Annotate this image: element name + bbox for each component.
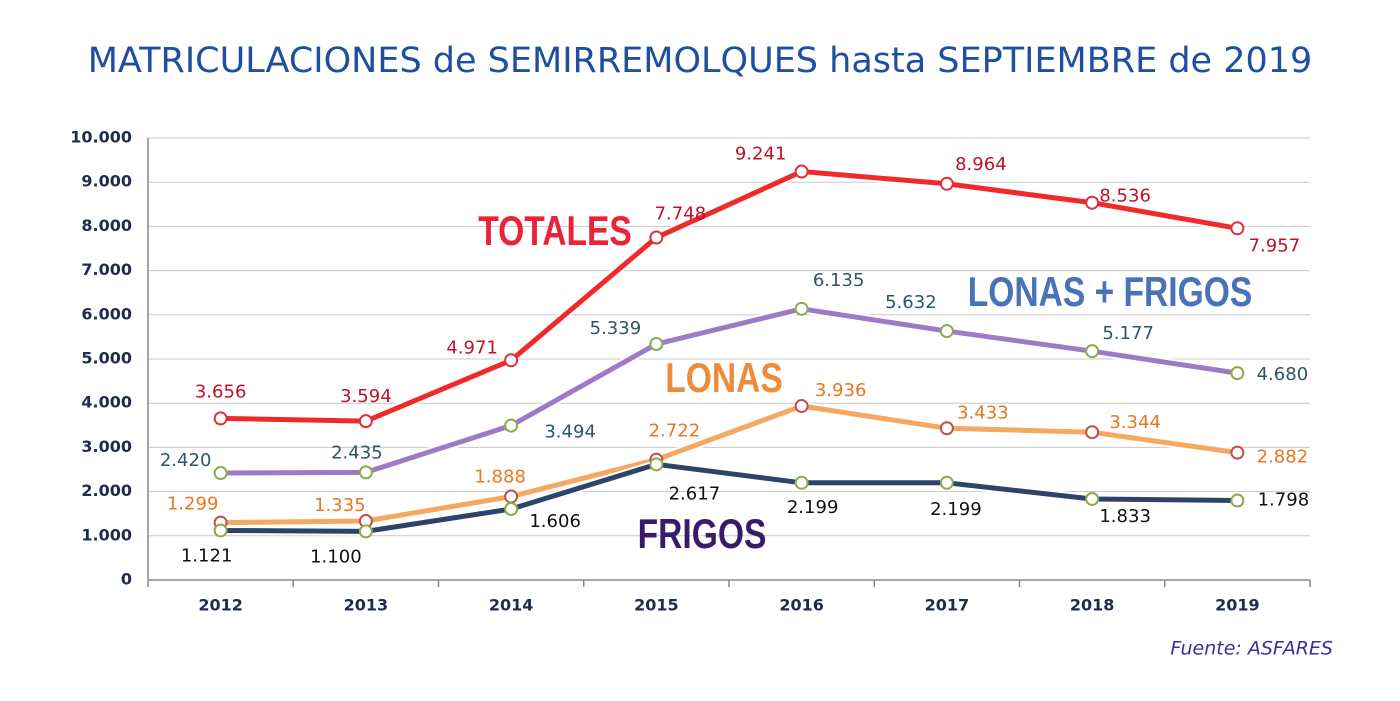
value-label: 1.833 bbox=[1099, 506, 1151, 527]
value-label: 7.957 bbox=[1249, 235, 1301, 256]
value-label: 2.617 bbox=[669, 483, 721, 504]
x-tick-label: 2018 bbox=[1070, 596, 1115, 615]
x-tick-label: 2012 bbox=[198, 596, 243, 615]
marker bbox=[358, 414, 373, 429]
series-label: TOTALES bbox=[478, 209, 632, 255]
y-tick-label: 7.000 bbox=[81, 260, 132, 279]
value-label: 3.936 bbox=[815, 380, 867, 401]
y-tick-label: 4.000 bbox=[81, 393, 132, 412]
series-line bbox=[220, 461, 1238, 534]
value-label: 3.433 bbox=[957, 402, 1009, 423]
value-label: 2.722 bbox=[649, 421, 701, 442]
line-halo bbox=[220, 401, 1239, 528]
marker bbox=[358, 524, 373, 539]
marker bbox=[794, 399, 809, 414]
value-label: 1.606 bbox=[529, 511, 581, 532]
value-label: 6.135 bbox=[813, 270, 865, 291]
marker bbox=[504, 502, 519, 517]
value-label: 9.241 bbox=[735, 144, 787, 165]
source: Fuente: ASFARES bbox=[1170, 638, 1333, 660]
value-label: 2.199 bbox=[787, 497, 839, 518]
series-label: LONAS bbox=[665, 356, 783, 402]
value-label: 2.420 bbox=[160, 450, 212, 471]
marker bbox=[213, 523, 228, 538]
value-label: 8.536 bbox=[1099, 186, 1151, 207]
value-label: 1.798 bbox=[1258, 490, 1310, 511]
value-label: 4.971 bbox=[446, 337, 498, 358]
marker bbox=[504, 418, 519, 433]
value-label: 5.177 bbox=[1102, 323, 1154, 344]
value-label: 3.344 bbox=[1109, 412, 1161, 433]
marker bbox=[649, 230, 664, 245]
marker bbox=[1085, 344, 1100, 359]
series-line bbox=[220, 169, 1238, 424]
series-label: FRIGOS bbox=[638, 512, 767, 558]
series-line bbox=[220, 403, 1238, 526]
marker bbox=[1085, 491, 1100, 506]
value-label: 5.632 bbox=[885, 292, 937, 313]
y-tick-label: 3.000 bbox=[81, 437, 132, 456]
y-tick-label: 10.000 bbox=[70, 128, 132, 147]
y-tick-label: 5.000 bbox=[81, 349, 132, 368]
marker bbox=[794, 301, 809, 316]
x-tick-label: 2013 bbox=[344, 596, 389, 615]
value-label: 1.121 bbox=[181, 545, 233, 566]
marker bbox=[794, 475, 809, 490]
value-label: 2.882 bbox=[1257, 447, 1309, 468]
value-label: 4.680 bbox=[1257, 364, 1309, 385]
y-tick-label: 1.000 bbox=[81, 525, 132, 544]
value-label: 2.435 bbox=[331, 442, 383, 463]
y-tick-label: 6.000 bbox=[81, 304, 132, 323]
marker bbox=[939, 324, 954, 339]
x-tick-label: 2016 bbox=[779, 596, 824, 615]
x-tick-label: 2014 bbox=[489, 596, 534, 615]
marker bbox=[1230, 221, 1245, 236]
x-tick-label: 2019 bbox=[1215, 596, 1260, 615]
marker bbox=[1230, 493, 1245, 508]
value-label: 1.100 bbox=[310, 546, 362, 567]
value-label: 3.594 bbox=[340, 386, 392, 407]
marker bbox=[939, 421, 954, 436]
marker bbox=[649, 457, 664, 472]
value-label: 8.964 bbox=[955, 154, 1007, 175]
marker bbox=[1230, 366, 1245, 381]
value-label: 5.339 bbox=[590, 318, 642, 339]
y-tick-label: 0 bbox=[121, 570, 132, 589]
x-tick-label: 2015 bbox=[634, 596, 679, 615]
y-tick-label: 2.000 bbox=[81, 481, 132, 500]
value-label: 3.656 bbox=[195, 381, 247, 402]
chart-title: MATRICULACIONES de SEMIRREMOLQUES hasta … bbox=[88, 41, 1313, 81]
marker bbox=[1085, 195, 1100, 210]
value-label: 7.748 bbox=[655, 204, 707, 225]
value-label: 3.494 bbox=[544, 422, 596, 443]
y-tick-label: 9.000 bbox=[81, 172, 132, 191]
marker bbox=[213, 466, 228, 481]
value-label: 1.888 bbox=[474, 467, 526, 488]
marker bbox=[794, 164, 809, 179]
marker bbox=[1230, 445, 1245, 460]
series-line bbox=[220, 306, 1238, 476]
series-label: LONAS + FRIGOS bbox=[968, 270, 1253, 316]
value-label: 2.199 bbox=[930, 499, 982, 520]
marker bbox=[649, 337, 664, 352]
y-tick-label: 8.000 bbox=[81, 216, 132, 235]
marker bbox=[1085, 425, 1100, 440]
marker bbox=[213, 411, 228, 426]
marker bbox=[939, 475, 954, 490]
value-label: 1.299 bbox=[167, 494, 219, 515]
x-tick-label: 2017 bbox=[925, 596, 970, 615]
marker bbox=[358, 465, 373, 480]
marker bbox=[504, 489, 519, 504]
value-label: 1.335 bbox=[314, 495, 366, 516]
marker bbox=[939, 176, 954, 191]
marker bbox=[504, 353, 519, 368]
